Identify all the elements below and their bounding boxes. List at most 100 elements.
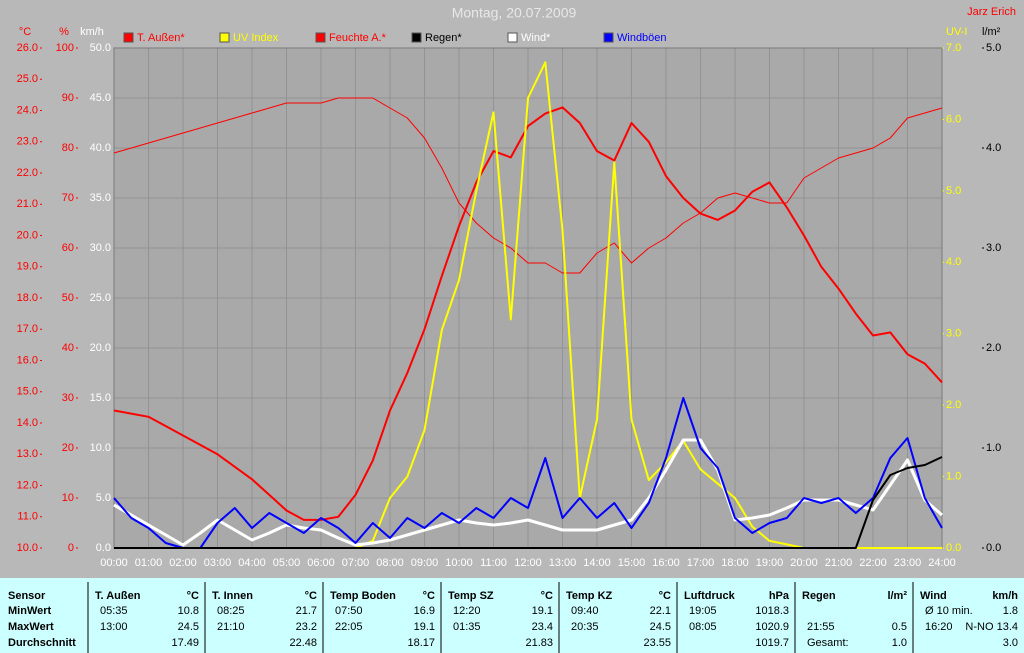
y-tick-label: 100 [56, 42, 74, 54]
legend-label: Regen* [425, 32, 462, 44]
y-tick-label: 70 [62, 192, 74, 204]
y-tick-label: 18.0 [17, 292, 38, 304]
y-tick-label: 22.0 [17, 167, 38, 179]
stat-time: 12:20 [453, 605, 481, 617]
y-tick-label: 5.0 [946, 185, 961, 197]
y-tick-label: 26.0 [17, 42, 38, 54]
y-tick-label: 60 [62, 242, 74, 254]
y-tick-label: 3.0 [986, 242, 1001, 254]
group-unit: hPa [769, 590, 790, 602]
y-tick-label: 90 [62, 92, 74, 104]
legend-swatch [123, 32, 134, 43]
stat-value: 1.8 [1003, 605, 1018, 617]
stat-value: 1020.9 [755, 621, 789, 633]
legend-label: UV Index [233, 32, 279, 44]
y-tick-label: 6.0 [946, 113, 961, 125]
stats-background [0, 578, 1024, 653]
series-line [113, 106, 943, 521]
y-tick-label: 10 [62, 492, 74, 504]
y-tick-label: 40 [62, 342, 74, 354]
y-tick-label: 25.0 [17, 73, 38, 85]
x-tick-label: 06:00 [307, 557, 335, 569]
y-tick-label: 21.0 [17, 198, 38, 210]
y-tick-label: 24.0 [17, 104, 38, 116]
stat-time: 01:35 [453, 621, 481, 633]
group-unit: °C [187, 590, 199, 602]
stat-time: 21:55 [807, 621, 835, 633]
row-label: Sensor [8, 590, 46, 602]
x-tick-label: 01:00 [135, 557, 163, 569]
stat-time: 08:25 [217, 605, 245, 617]
stat-value: 23.2 [296, 621, 317, 633]
x-tick-label: 17:00 [687, 557, 715, 569]
stat-value: 22.1 [650, 605, 671, 617]
legend-label: Feuchte A.* [329, 32, 387, 44]
group-name: Regen [802, 590, 836, 602]
stat-time: Ø 10 min. [925, 605, 973, 617]
group-name: Temp SZ [448, 590, 494, 602]
group-name: Luftdruck [684, 590, 736, 602]
stat-value: 23.55 [643, 637, 671, 649]
y-tick-label: 40.0 [90, 142, 111, 154]
y-tick-label: 50 [62, 292, 74, 304]
author: Jarz Erich [967, 6, 1016, 18]
y-tick-label: 5.0 [986, 42, 1001, 54]
stat-value: 23.4 [532, 621, 553, 633]
y-tick-label: 20 [62, 442, 74, 454]
row-label: MinWert [8, 605, 52, 617]
stat-value: 24.5 [178, 621, 199, 633]
y-tick-label: 4.0 [946, 256, 961, 268]
x-tick-label: 14:00 [583, 557, 611, 569]
stat-time: 09:40 [571, 605, 599, 617]
y-tick-label: 20.0 [90, 342, 111, 354]
x-tick-label: 18:00 [721, 557, 749, 569]
chart-title: Montag, 20.07.2009 [452, 5, 577, 21]
y-tick-label: 1.0 [986, 442, 1001, 454]
stat-time: 21:10 [217, 621, 245, 633]
y-tick-label: 15.0 [90, 392, 111, 404]
group-name: T. Außen [95, 590, 141, 602]
y-tick-label: 23.0 [17, 136, 38, 148]
y-tick-label: 15.0 [17, 386, 38, 398]
y-tick-label: 17.0 [17, 323, 38, 335]
stat-value: 3.0 [1003, 637, 1018, 649]
y-tick-label: 16.0 [17, 354, 38, 366]
x-tick-label: 02:00 [169, 557, 197, 569]
x-tick-label: 24:00 [928, 557, 956, 569]
y-tick-label: 30 [62, 392, 74, 404]
legend-swatch [507, 32, 518, 43]
y-tick-label: 2.0 [946, 399, 961, 411]
x-tick-label: 23:00 [894, 557, 922, 569]
row-label: Durchschnitt [8, 637, 76, 649]
x-tick-label: 09:00 [411, 557, 439, 569]
y-tick-label: 12.0 [17, 479, 38, 491]
y-tick-label: 50.0 [90, 42, 111, 54]
stat-time: 20:35 [571, 621, 599, 633]
y-tick-label: 10.0 [17, 542, 38, 554]
y-tick-label: 80 [62, 142, 74, 154]
stat-value: 1018.3 [755, 605, 789, 617]
stat-value: 1019.7 [755, 637, 789, 649]
x-tick-label: 04:00 [238, 557, 266, 569]
legend-label: Wind* [521, 32, 551, 44]
stat-time: 05:35 [100, 605, 128, 617]
y-tick-label: 45.0 [90, 92, 111, 104]
axis-title: km/h [80, 26, 104, 38]
x-tick-label: 12:00 [514, 557, 542, 569]
stat-value: 19.1 [532, 605, 553, 617]
x-tick-label: 16:00 [652, 557, 680, 569]
stat-value: 10.8 [178, 605, 199, 617]
y-tick-label: 7.0 [946, 42, 961, 54]
axis-title: UV-I [946, 26, 967, 38]
y-tick-label: 3.0 [946, 328, 961, 340]
axis-title: % [59, 26, 69, 38]
series-line [114, 456, 943, 549]
y-tick-label: 10.0 [90, 442, 111, 454]
stat-value: 0.5 [892, 621, 907, 633]
legend-swatch [219, 32, 230, 43]
stat-time: 08:05 [689, 621, 717, 633]
stat-value: 17.49 [171, 637, 199, 649]
group-unit: km/h [992, 590, 1018, 602]
x-tick-label: 21:00 [825, 557, 853, 569]
